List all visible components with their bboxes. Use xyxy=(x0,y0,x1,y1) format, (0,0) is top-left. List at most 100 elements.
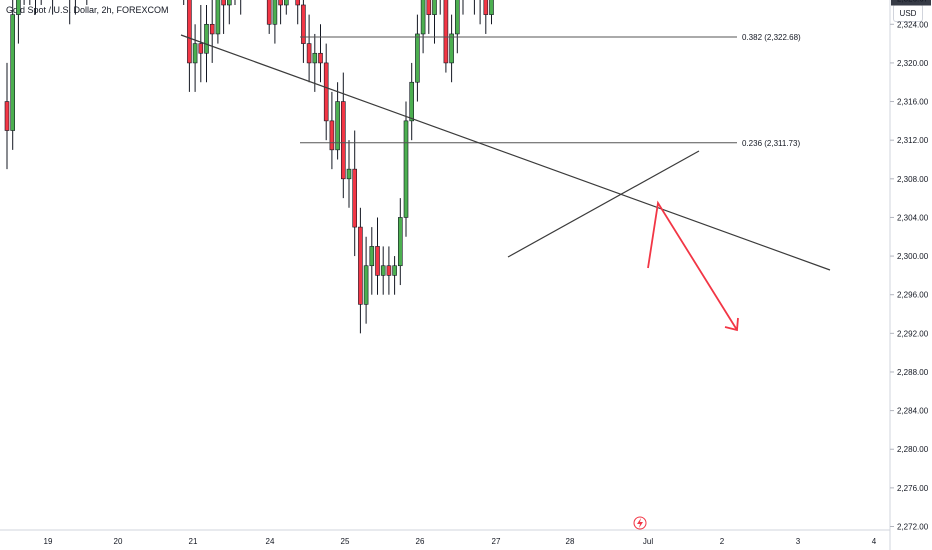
candle xyxy=(312,33,318,92)
candle-body xyxy=(449,33,454,64)
candle-body xyxy=(340,101,346,180)
y-tick-label: 2,316.00 xyxy=(897,98,929,107)
current-price-tag: 2,326.67 xyxy=(891,0,931,6)
candle xyxy=(358,207,363,334)
candle xyxy=(409,62,415,141)
candle-body xyxy=(192,43,198,64)
x-tick-label: Jul xyxy=(643,537,653,546)
candle xyxy=(29,0,31,5)
candle-body xyxy=(215,0,221,35)
fib-level-label: 0.382 (2,322.68) xyxy=(742,33,801,42)
projection-arrow[interactable] xyxy=(647,200,738,331)
candle xyxy=(443,0,449,73)
candle-body xyxy=(375,246,380,276)
candle-body xyxy=(443,0,449,64)
candle xyxy=(183,0,185,5)
ascending-trendline[interactable] xyxy=(507,150,700,258)
candle xyxy=(420,0,426,54)
candle-body xyxy=(432,0,437,15)
candle-body xyxy=(335,101,340,151)
candle-body xyxy=(454,0,460,35)
y-tick-label: 2,288.00 xyxy=(897,368,929,377)
y-tick-label: 2,320.00 xyxy=(897,59,929,68)
candle xyxy=(10,0,15,150)
x-tick-label: 21 xyxy=(189,537,198,546)
x-tick-label: 25 xyxy=(341,537,350,546)
price-tag-label: 2,326.67 xyxy=(897,0,929,3)
candle-body xyxy=(346,168,352,180)
candle-body xyxy=(198,43,204,54)
candle-body xyxy=(283,0,289,6)
candle-body xyxy=(392,265,397,276)
candle xyxy=(329,91,335,170)
candle xyxy=(318,24,323,83)
candle xyxy=(52,0,54,15)
candle xyxy=(227,0,232,25)
candle xyxy=(375,217,380,295)
candle xyxy=(380,246,386,295)
candle-body xyxy=(329,120,335,151)
candle-body xyxy=(312,52,318,64)
candle xyxy=(192,24,198,92)
y-tick-label: 2,284.00 xyxy=(897,407,929,416)
candle xyxy=(454,0,460,54)
candle xyxy=(479,0,481,25)
x-tick-label: 2 xyxy=(720,537,725,546)
candle xyxy=(35,0,36,15)
candle xyxy=(240,0,242,15)
drawings[interactable]: 0.707 (2,347.05)0.618 (2,340.37)0.382 (2… xyxy=(0,0,890,332)
x-tick-label: 20 xyxy=(114,537,123,546)
y-tick-label: 2,300.00 xyxy=(897,252,929,261)
candle xyxy=(306,14,312,83)
candle-body xyxy=(187,0,192,64)
candle xyxy=(295,0,301,25)
x-tick-label: 26 xyxy=(416,537,425,546)
candle-body xyxy=(221,0,226,6)
candle xyxy=(283,0,289,15)
candle-body xyxy=(295,0,301,6)
x-tick-label: 19 xyxy=(44,537,53,546)
candle-body xyxy=(397,217,403,267)
candle xyxy=(215,0,221,44)
candle xyxy=(403,101,409,237)
candle xyxy=(335,82,340,160)
price-tag-bg xyxy=(891,0,931,6)
candle-body xyxy=(363,265,369,305)
candle xyxy=(187,0,192,92)
y-tick-label: 2,312.00 xyxy=(897,136,929,145)
candle xyxy=(432,0,437,44)
y-tick-label: 2,292.00 xyxy=(897,329,929,338)
candle-body xyxy=(306,43,312,64)
candle-body xyxy=(323,62,329,122)
candle xyxy=(449,14,454,83)
descending-trendline[interactable] xyxy=(180,34,831,271)
candle xyxy=(16,0,21,44)
candle-body xyxy=(403,120,409,218)
candle xyxy=(415,14,420,102)
candle-body xyxy=(369,246,375,267)
candle xyxy=(74,0,76,15)
candle xyxy=(323,43,329,141)
candle-body xyxy=(426,0,432,15)
candle xyxy=(483,0,489,34)
candle xyxy=(301,0,306,63)
x-tick-label: 27 xyxy=(492,537,501,546)
candle-body xyxy=(352,168,358,228)
y-tick-label: 2,296.00 xyxy=(897,291,929,300)
candle-body xyxy=(483,0,489,15)
lightning-icon[interactable] xyxy=(633,516,647,530)
candle xyxy=(86,0,88,5)
y-tick-label: 2,280.00 xyxy=(897,445,929,454)
candle-body xyxy=(10,14,15,131)
lightning-icon-bolt xyxy=(637,518,643,528)
candle-body xyxy=(278,0,283,6)
candle-body xyxy=(358,226,363,305)
x-tick-label: 28 xyxy=(566,537,575,546)
candle-body xyxy=(16,0,21,15)
candle xyxy=(426,0,432,34)
candle xyxy=(340,72,346,199)
candle xyxy=(386,246,392,295)
candle-body xyxy=(386,265,392,276)
